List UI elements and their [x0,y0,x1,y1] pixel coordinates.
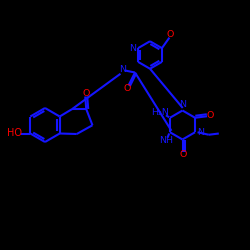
Text: HO: HO [7,128,22,138]
Text: N: N [130,44,136,53]
Text: NH: NH [159,136,173,145]
Text: O: O [124,84,131,93]
Text: N: N [119,66,126,74]
Text: O: O [166,30,173,39]
Text: H₂N: H₂N [152,108,170,117]
Text: O: O [82,89,90,98]
Text: N: N [180,100,186,110]
Text: O: O [180,150,187,159]
Text: O: O [206,111,214,120]
Text: N: N [197,128,204,137]
